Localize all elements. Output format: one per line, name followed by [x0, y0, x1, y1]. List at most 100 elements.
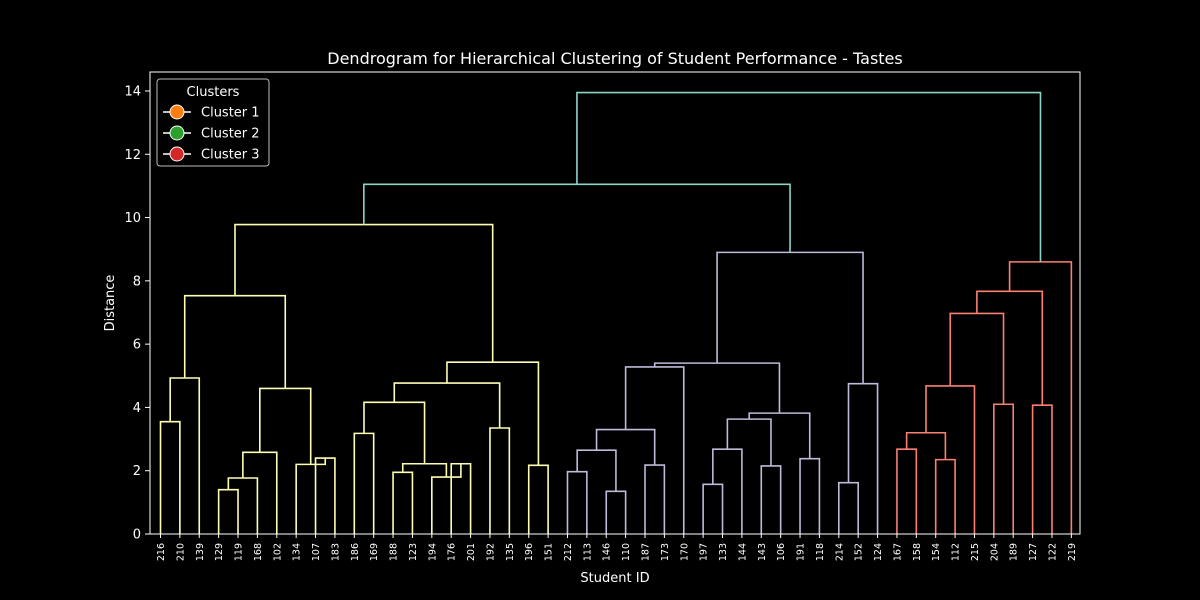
- leaf-label: 119: [234, 543, 245, 561]
- leaf-label: 187: [641, 543, 652, 561]
- leaf-label: 173: [660, 543, 671, 561]
- dendrogram-link: [1031, 404, 1053, 534]
- dendrogram-link: [847, 382, 879, 534]
- dendrogram-link: [896, 448, 918, 534]
- leaf-label: 143: [757, 543, 768, 561]
- leaf-label: 168: [253, 543, 264, 561]
- legend-marker: [169, 146, 185, 162]
- leaf-label: 135: [505, 543, 516, 561]
- legend-label: Cluster 3: [201, 148, 260, 163]
- dendrogram-link: [576, 91, 1042, 262]
- y-tick-label: 10: [124, 211, 141, 226]
- leaf-label: 196: [524, 543, 535, 561]
- leaf-label: 107: [311, 543, 322, 561]
- leaf-label: 188: [389, 543, 400, 561]
- leaf-label: 176: [447, 543, 458, 561]
- y-tick-label: 14: [124, 84, 141, 99]
- leaf-label: 201: [466, 543, 477, 561]
- leaf-label: 189: [1009, 543, 1020, 561]
- dendrogram-link: [363, 183, 791, 253]
- leaf-label: 112: [951, 543, 962, 561]
- dendrogram-link: [169, 377, 201, 534]
- dendrogram-link: [976, 290, 1044, 406]
- leaf-label: 216: [156, 543, 167, 561]
- leaf-label: 152: [854, 543, 865, 561]
- leaf-label: 170: [679, 543, 690, 561]
- dendrogram-link: [217, 488, 239, 534]
- dendrogram-link: [527, 464, 549, 534]
- legend-marker: [169, 125, 185, 141]
- leaf-label: 139: [195, 543, 206, 561]
- y-tick-label: 6: [133, 338, 141, 353]
- dendrogram-links: [159, 91, 1073, 534]
- leaf-label: 123: [408, 543, 419, 561]
- y-tick-label: 8: [133, 274, 141, 289]
- dendrogram-link: [183, 294, 287, 389]
- dendrogram-link: [925, 385, 976, 534]
- leaf-label: 219: [1067, 543, 1078, 561]
- leaf-label: 102: [272, 543, 283, 561]
- leaf-label: 124: [873, 543, 884, 561]
- y-tick-label: 2: [133, 464, 141, 479]
- dendrogram-link: [295, 458, 327, 534]
- leaf-label: 146: [602, 543, 613, 561]
- leaf-label: 183: [330, 543, 341, 561]
- legend-title: Clusters: [187, 85, 240, 100]
- leaf-label: 192: [485, 543, 496, 561]
- leaf-label: 214: [834, 543, 845, 561]
- dendrogram-link: [401, 462, 448, 478]
- dendrogram-link: [716, 251, 864, 384]
- dendrogram-link: [760, 465, 782, 534]
- dendrogram-link: [748, 412, 811, 459]
- y-tick-label: 4: [133, 401, 141, 416]
- plot-frame: [149, 71, 1081, 535]
- dendrogram-link: [799, 457, 821, 534]
- leaf-label: 158: [912, 543, 923, 561]
- leaf-label: 169: [369, 543, 380, 561]
- legend-label: Cluster 2: [201, 127, 260, 142]
- dendrogram-link: [353, 432, 375, 534]
- leaf-label: 204: [989, 543, 1000, 561]
- leaf-label: 118: [815, 543, 826, 561]
- dendrogram-link: [363, 401, 426, 464]
- leaf-label: 133: [718, 543, 729, 561]
- dendrogram-link: [392, 471, 414, 534]
- legend: Clusters Cluster 1 Cluster 2 Cluster 3: [156, 78, 270, 167]
- dendrogram-link: [905, 431, 947, 460]
- leaf-label: 154: [931, 543, 942, 561]
- y-axis: 0 2 4 6 8 10 12 14: [124, 84, 150, 543]
- dendrogram-link: [605, 490, 627, 534]
- leaf-label: 151: [544, 543, 555, 561]
- legend-marker: [169, 104, 185, 120]
- dendrogram-link: [712, 448, 743, 534]
- leaf-label: 186: [350, 543, 361, 561]
- dendrogram-link: [242, 451, 278, 534]
- leaf-label: 106: [776, 543, 787, 561]
- legend-box: [156, 78, 270, 167]
- y-axis-label: Distance: [103, 275, 118, 332]
- x-axis: 216 210 139 129 119 168 102 134 107 183 186 169 188 1…: [156, 534, 1078, 561]
- dendrogram-link: [624, 366, 685, 534]
- leaf-label: 212: [563, 543, 574, 561]
- leaf-label: 122: [1047, 543, 1058, 561]
- leaf-label: 215: [970, 543, 981, 561]
- y-tick-label: 12: [124, 148, 141, 163]
- leaf-label: 134: [292, 543, 303, 561]
- legend-label: Cluster 1: [201, 106, 260, 121]
- leaf-label: 113: [582, 543, 593, 561]
- leaf-label: 129: [214, 543, 225, 561]
- dendrogram-link: [446, 361, 540, 466]
- leaf-label: 144: [737, 543, 748, 561]
- chart-title: Dendrogram for Hierarchical Clustering o…: [327, 49, 902, 68]
- leaf-label: 194: [427, 543, 438, 561]
- y-tick-label: 0: [133, 528, 141, 543]
- dendrogram-link: [726, 418, 772, 466]
- leaf-label: 167: [892, 543, 903, 561]
- x-axis-label: Student ID: [580, 571, 649, 586]
- leaf-label: 191: [796, 543, 807, 561]
- leaf-label: 197: [699, 543, 710, 561]
- dendrogram-link: [576, 449, 617, 492]
- dendrogram-link: [566, 470, 588, 534]
- leaf-label: 210: [175, 543, 186, 561]
